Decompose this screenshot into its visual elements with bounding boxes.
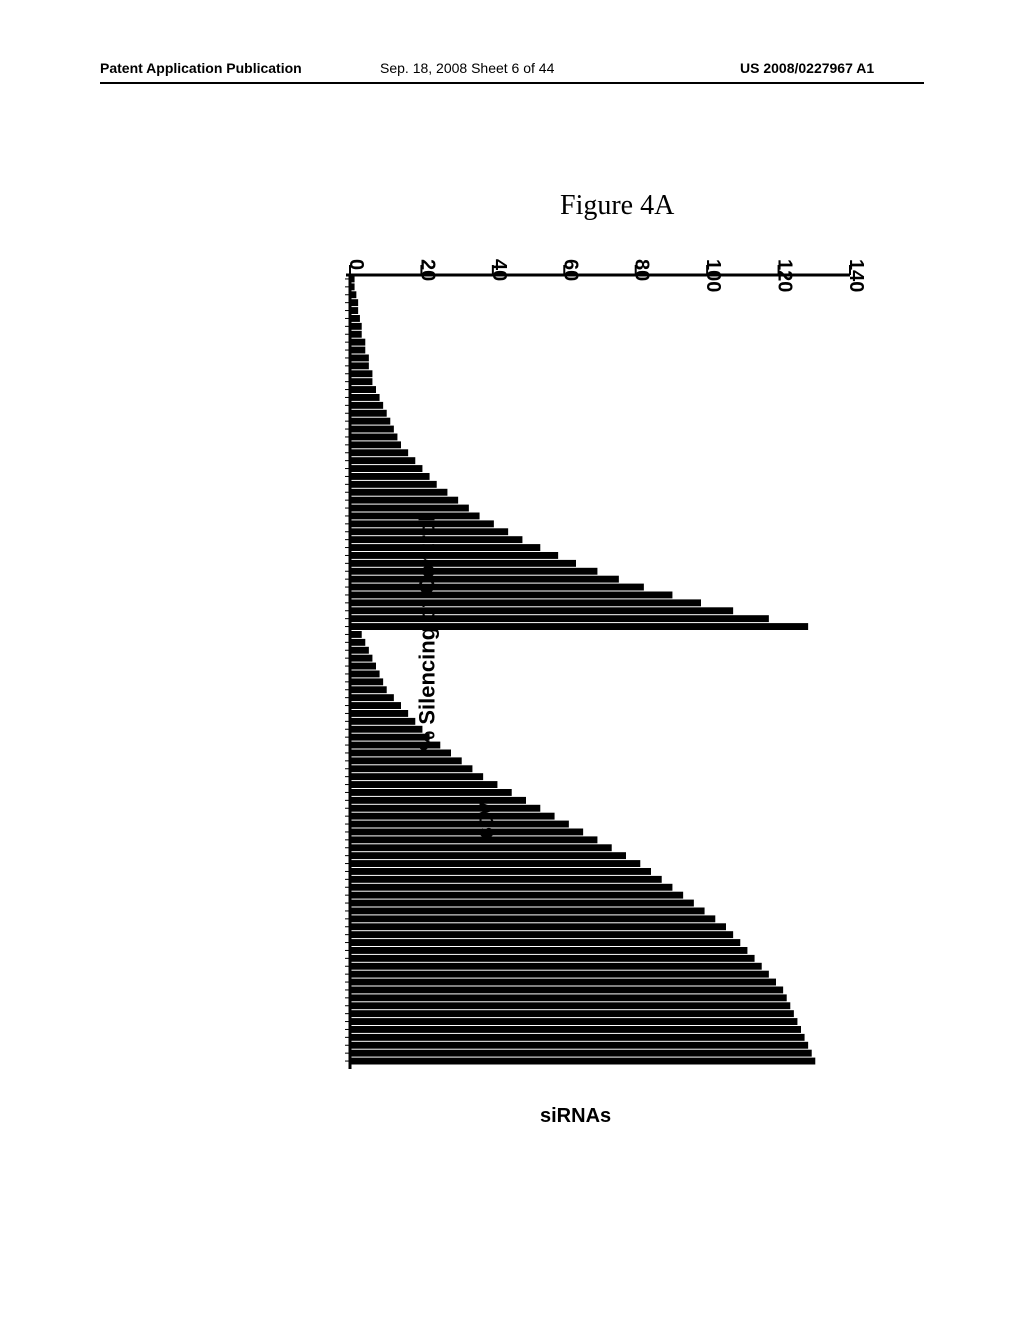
header-patent-number: US 2008/0227967 A1 (740, 60, 874, 76)
header-date-sheet: Sep. 18, 2008 Sheet 6 of 44 (380, 60, 554, 76)
svg-text:80: 80 (631, 259, 653, 281)
svg-text:0: 0 (345, 259, 367, 270)
page-header: Patent Application Publication Sep. 18, … (0, 58, 1024, 82)
svg-text:120: 120 (774, 259, 796, 292)
header-rule (100, 82, 924, 84)
chart-svg: 0 20 40 60 80 100 120 140 (260, 255, 880, 1105)
svg-text:140: 140 (845, 259, 867, 292)
y-axis-label: % Silencing of Control (414, 516, 440, 751)
header-publication: Patent Application Publication (100, 60, 302, 76)
annotation-a19: A19 (474, 802, 497, 839)
svg-text:40: 40 (488, 259, 510, 281)
bar-chart: 0 20 40 60 80 100 120 140 (260, 255, 880, 1105)
svg-text:20: 20 (416, 259, 438, 281)
x-axis-label: siRNAs (540, 1105, 611, 1128)
svg-text:100: 100 (702, 259, 724, 292)
svg-text:60: 60 (559, 259, 581, 281)
figure-title: Figure 4A (560, 190, 674, 222)
